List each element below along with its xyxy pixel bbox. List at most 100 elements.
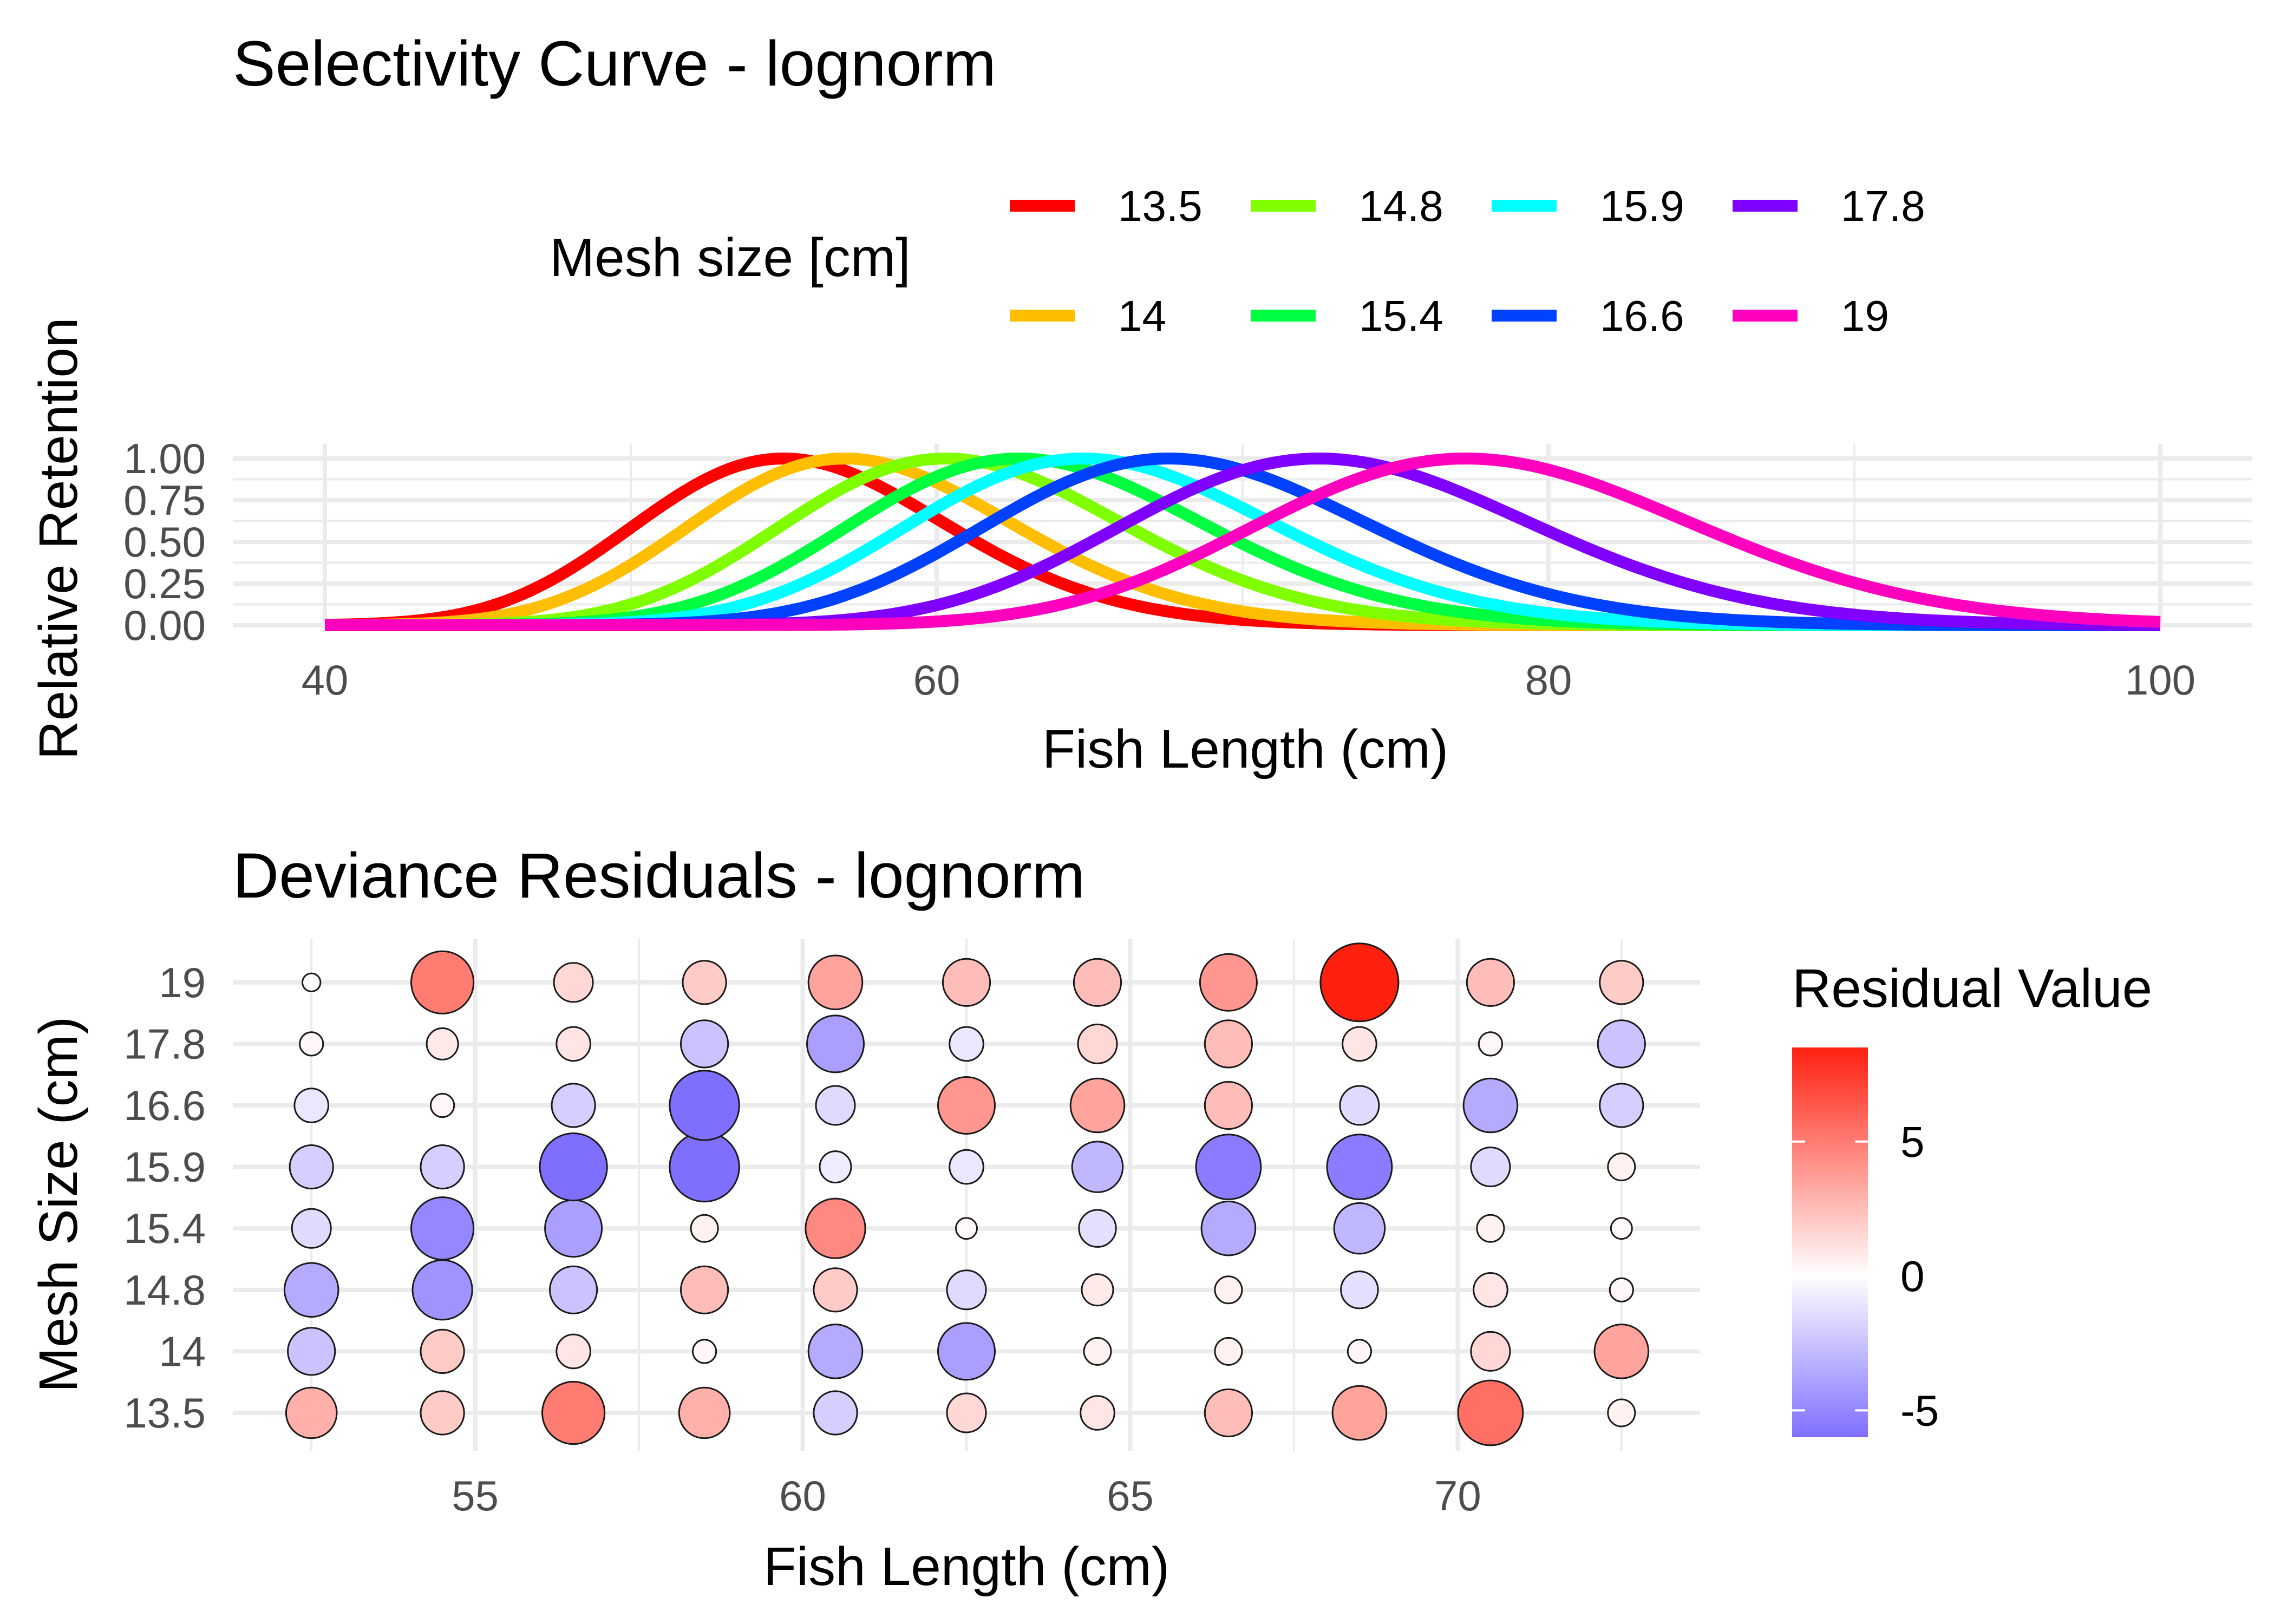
selectivity-legend-label: 15.9 (1600, 182, 1684, 230)
residual-point (815, 1085, 856, 1126)
residuals-legend: Residual Value 5 0 -5 (1792, 958, 2152, 1437)
residual-point (539, 1132, 608, 1202)
selectivity-legend-item: 16.6 (1492, 292, 1684, 340)
residual-point (299, 1031, 324, 1057)
residual-point (411, 1259, 473, 1321)
residual-point (1204, 1019, 1253, 1069)
residual-point (1599, 960, 1644, 1005)
selectivity-legend-label: 13.5 (1118, 182, 1203, 230)
residuals-x-axis-title: Fish Length (cm) (763, 1536, 1169, 1597)
residual-point (1593, 1324, 1650, 1379)
residual-point (819, 1150, 852, 1184)
residual-point (813, 1267, 858, 1313)
residuals-x-tick-label: 60 (779, 1472, 826, 1520)
residual-point (420, 1328, 465, 1374)
selectivity-x-axis-title: Fish Length (cm) (1042, 719, 1448, 780)
selectivity-legend-label: 15.4 (1359, 292, 1443, 340)
residual-point (285, 1386, 338, 1439)
residual-point (1462, 1077, 1519, 1134)
selectivity-y-tick-label: 1.00 (123, 435, 206, 482)
selectivity-legend-label: 14 (1118, 292, 1166, 340)
selectivity-legend-item: 14.8 (1251, 182, 1443, 230)
residuals-legend-title: Residual Value (1792, 958, 2152, 1019)
residuals-points (283, 942, 1650, 1446)
selectivity-y-tick-label: 0.75 (123, 476, 206, 524)
residual-point (946, 1392, 987, 1433)
residual-point (293, 1088, 330, 1123)
residual-point (1326, 1134, 1393, 1201)
selectivity-legend-title: Mesh size [cm] (550, 227, 911, 288)
residual-point (1331, 1385, 1388, 1441)
residual-point (680, 1265, 729, 1314)
residual-point (426, 1027, 459, 1060)
selectivity-y-axis-title: Relative Retention (28, 317, 89, 759)
residual-point (551, 1083, 596, 1128)
residuals-chart: Deviance Residuals - lognorm 13.51414.81… (28, 840, 2152, 1597)
residual-point (553, 962, 594, 1003)
residual-point (1078, 1209, 1117, 1248)
residual-point (1083, 1337, 1112, 1366)
residual-point (1466, 958, 1515, 1007)
residuals-y-tick-labels: 13.5 14 14.8 15.4 15.9 16.6 17.8 19 (123, 959, 206, 1437)
residual-point (410, 950, 475, 1014)
residual-point (1457, 1379, 1524, 1446)
residual-point (680, 1019, 729, 1069)
residual-point (1470, 1147, 1511, 1188)
residual-point (1347, 1339, 1372, 1364)
selectivity-legend-label: 19 (1841, 292, 1889, 340)
selectivity-legend-label: 17.8 (1841, 182, 1925, 230)
residual-point (949, 1149, 984, 1185)
residual-point (541, 1380, 606, 1445)
residual-point (1073, 958, 1122, 1007)
selectivity-legend-item: 13.5 (1010, 182, 1203, 230)
selectivity-x-tick-labels: 40 60 80 100 (302, 656, 2195, 704)
residual-point (1081, 1273, 1114, 1307)
residual-point (692, 1339, 717, 1364)
residual-point (1607, 1152, 1636, 1182)
residual-point (1607, 1398, 1636, 1427)
residual-point (420, 1144, 465, 1190)
residual-point (1200, 1200, 1257, 1256)
selectivity-x-tick-label: 100 (2125, 656, 2195, 704)
residuals-x-tick-labels: 55 60 65 70 (452, 1472, 1481, 1520)
residual-point (1319, 942, 1400, 1023)
residuals-x-tick-label: 70 (1434, 1472, 1481, 1520)
residuals-title: Deviance Residuals - lognorm (233, 840, 1085, 912)
residual-point (549, 1265, 598, 1314)
residual-point (430, 1092, 455, 1118)
residual-point (937, 1322, 996, 1381)
residual-point (287, 1327, 336, 1376)
selectivity-legend: Mesh size [cm] 13.5 14 14.8 15.4 15.9 16.6 17.… (550, 182, 1925, 340)
residual-point (302, 972, 322, 993)
residual-point (410, 1196, 475, 1261)
residual-point (1340, 1271, 1379, 1309)
selectivity-chart: Selectivity Curve - lognorm Mesh size [c… (28, 28, 2252, 780)
residual-point (1195, 1134, 1262, 1201)
residual-point (1342, 1026, 1377, 1062)
residual-point (544, 1199, 603, 1258)
residual-point (556, 1026, 591, 1062)
residual-point (420, 1390, 465, 1436)
residual-point (813, 1390, 858, 1436)
residual-point (946, 1269, 987, 1311)
colorbar-tick-label: 5 (1900, 1118, 1925, 1166)
selectivity-x-tick-label: 40 (302, 656, 349, 704)
colorbar-tick-label: 0 (1900, 1252, 1925, 1300)
selectivity-y-tick-label: 0.50 (123, 518, 206, 566)
residual-point (1478, 1031, 1503, 1057)
residual-point (669, 1131, 740, 1203)
selectivity-legend-item: 15.9 (1492, 182, 1684, 230)
residual-point (678, 1386, 731, 1439)
residual-point (955, 1217, 978, 1240)
residual-point (1080, 1395, 1115, 1431)
residual-point (682, 960, 727, 1005)
selectivity-legend-item: 17.8 (1733, 182, 1925, 230)
residual-point (806, 1014, 865, 1073)
residual-point (1204, 1388, 1253, 1438)
residual-point (1333, 1202, 1386, 1255)
residuals-y-tick-label: 15.4 (123, 1204, 206, 1252)
residual-point (805, 1197, 866, 1259)
residuals-y-axis-title: Mesh Size (cm) (28, 1017, 89, 1393)
residuals-x-tick-label: 55 (452, 1472, 499, 1520)
